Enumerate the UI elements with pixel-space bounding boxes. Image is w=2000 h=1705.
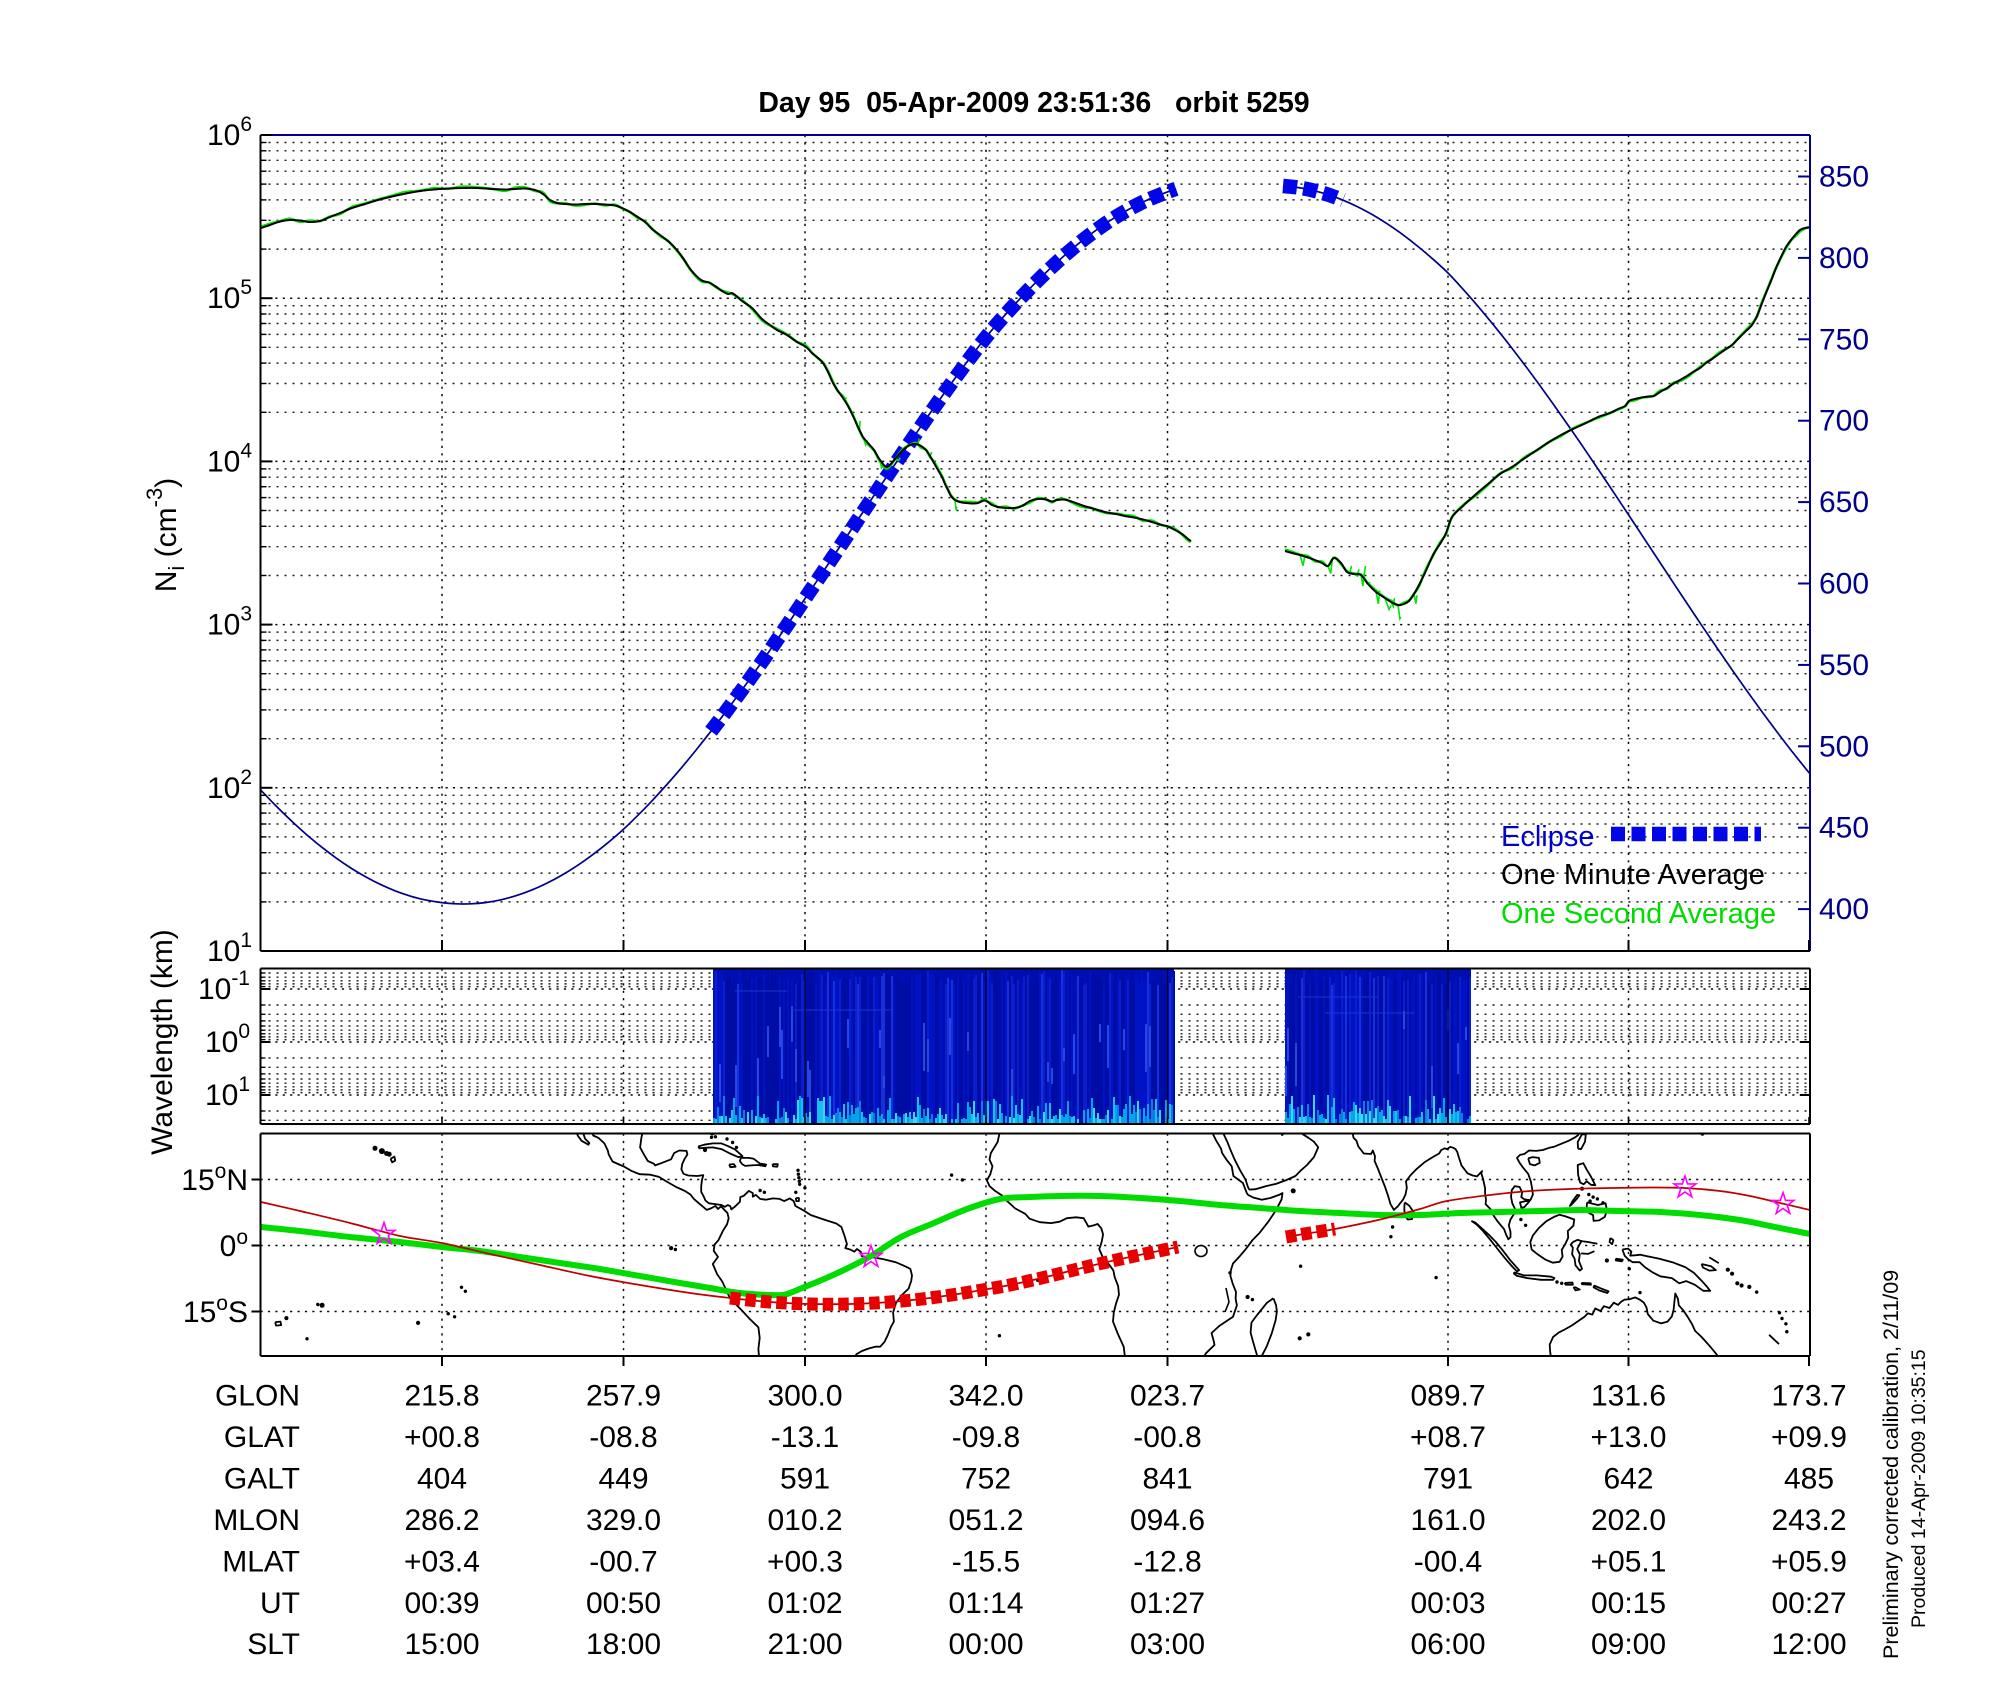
svg-text:500: 500	[1819, 730, 1869, 763]
svg-text:12:00: 12:00	[1771, 1628, 1846, 1661]
svg-text:-08.8: -08.8	[589, 1421, 657, 1454]
svg-text:257.9: 257.9	[586, 1380, 661, 1413]
svg-text:00:27: 00:27	[1771, 1587, 1846, 1620]
svg-text:GLON: GLON	[215, 1380, 300, 1413]
svg-text:+09.9: +09.9	[1771, 1421, 1847, 1454]
svg-text:+00.3: +00.3	[767, 1546, 843, 1579]
svg-text:Eclipse: Eclipse	[1501, 821, 1595, 853]
svg-text:-12.8: -12.8	[1133, 1546, 1201, 1579]
svg-text:UT: UT	[260, 1587, 300, 1620]
svg-text:One Minute Average: One Minute Average	[1501, 859, 1765, 891]
svg-text:00:15: 00:15	[1591, 1587, 1666, 1620]
svg-text:00:00: 00:00	[948, 1628, 1023, 1661]
svg-text:Preliminary corrected calibrat: Preliminary corrected calibration, 2/11/…	[1879, 1270, 1903, 1659]
svg-text:089.7: 089.7	[1410, 1380, 1485, 1413]
svg-text:-13.1: -13.1	[771, 1421, 839, 1454]
svg-text:850: 850	[1819, 161, 1869, 194]
svg-text:650: 650	[1819, 486, 1869, 519]
svg-text:MLON: MLON	[213, 1504, 300, 1537]
svg-text:+08.7: +08.7	[1410, 1421, 1486, 1454]
svg-text:800: 800	[1819, 242, 1869, 275]
svg-text:450: 450	[1819, 812, 1869, 845]
svg-text:449: 449	[598, 1463, 648, 1496]
svg-text:023.7: 023.7	[1130, 1380, 1205, 1413]
svg-text:-00.8: -00.8	[1133, 1421, 1201, 1454]
svg-text:00:50: 00:50	[586, 1587, 661, 1620]
svg-text:+05.9: +05.9	[1771, 1546, 1847, 1579]
svg-text:15oS: 15oS	[183, 1292, 248, 1329]
svg-text:400: 400	[1819, 893, 1869, 926]
svg-text:791: 791	[1423, 1463, 1473, 1496]
svg-text:243.2: 243.2	[1771, 1504, 1846, 1537]
svg-text:15:00: 15:00	[404, 1628, 479, 1661]
svg-text:15oN: 15oN	[181, 1160, 248, 1197]
svg-text:329.0: 329.0	[586, 1504, 661, 1537]
svg-text:06:00: 06:00	[1410, 1628, 1485, 1661]
svg-text:-09.8: -09.8	[952, 1421, 1020, 1454]
svg-text:550: 550	[1819, 649, 1869, 682]
svg-text:GLAT: GLAT	[224, 1421, 300, 1454]
svg-text:131.6: 131.6	[1591, 1380, 1666, 1413]
svg-text:404: 404	[417, 1463, 467, 1496]
svg-text:215.8: 215.8	[404, 1380, 479, 1413]
svg-text:Day 95 05-Apr-2009 23:51:36: Day 95 05-Apr-2009 23:51:36 orbit 5259	[758, 87, 1309, 119]
svg-text:+03.4: +03.4	[404, 1546, 480, 1579]
svg-text:286.2: 286.2	[404, 1504, 479, 1537]
svg-text:One Second Average: One Second Average	[1501, 898, 1776, 930]
svg-text:342.0: 342.0	[948, 1380, 1023, 1413]
svg-text:750: 750	[1819, 323, 1869, 356]
svg-text:700: 700	[1819, 405, 1869, 438]
svg-text:600: 600	[1819, 568, 1869, 601]
svg-text:00:03: 00:03	[1410, 1587, 1485, 1620]
svg-text:+00.8: +00.8	[404, 1421, 480, 1454]
svg-text:051.2: 051.2	[948, 1504, 1023, 1537]
svg-text:01:02: 01:02	[767, 1587, 842, 1620]
svg-text:01:27: 01:27	[1130, 1587, 1205, 1620]
svg-text:SLT: SLT	[247, 1628, 300, 1661]
svg-text:01:14: 01:14	[948, 1587, 1023, 1620]
svg-text:841: 841	[1142, 1463, 1192, 1496]
svg-text:+05.1: +05.1	[1591, 1546, 1667, 1579]
svg-text:094.6: 094.6	[1130, 1504, 1205, 1537]
svg-text:202.0: 202.0	[1591, 1504, 1666, 1537]
svg-text:03:00: 03:00	[1130, 1628, 1205, 1661]
svg-text:-15.5: -15.5	[952, 1546, 1020, 1579]
svg-text:09:00: 09:00	[1591, 1628, 1666, 1661]
svg-text:642: 642	[1603, 1463, 1653, 1496]
svg-text:103: 103	[207, 603, 252, 642]
svg-text:485: 485	[1784, 1463, 1834, 1496]
svg-text:+13.0: +13.0	[1591, 1421, 1667, 1454]
svg-text:18:00: 18:00	[586, 1628, 661, 1661]
svg-text:752: 752	[961, 1463, 1011, 1496]
svg-text:-00.4: -00.4	[1414, 1546, 1482, 1579]
svg-text:300.0: 300.0	[767, 1380, 842, 1413]
svg-text:591: 591	[780, 1463, 830, 1496]
svg-text:GALT: GALT	[224, 1463, 300, 1496]
svg-text:161.0: 161.0	[1410, 1504, 1485, 1537]
svg-text:MLAT: MLAT	[222, 1546, 300, 1579]
svg-text:Wavelength (km): Wavelength (km)	[146, 929, 179, 1155]
svg-text:Produced 14-Apr-2009 10:35:15: Produced 14-Apr-2009 10:35:15	[1908, 1349, 1930, 1628]
svg-text:010.2: 010.2	[767, 1504, 842, 1537]
svg-text:21:00: 21:00	[767, 1628, 842, 1661]
svg-text:-00.7: -00.7	[589, 1546, 657, 1579]
svg-text:173.7: 173.7	[1771, 1380, 1846, 1413]
svg-text:00:39: 00:39	[404, 1587, 479, 1620]
